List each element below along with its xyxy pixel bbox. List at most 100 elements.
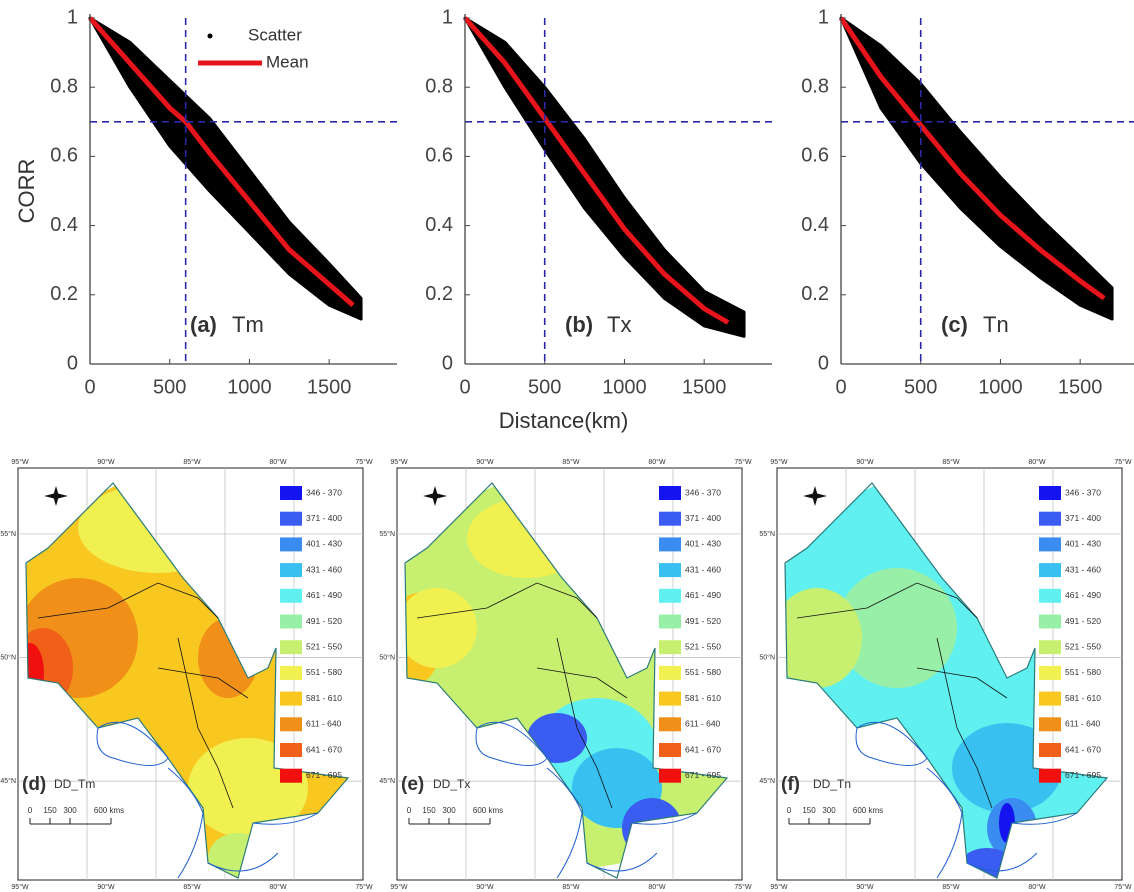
x-tick-label: 1000 <box>227 376 272 398</box>
legend-swatch <box>280 563 302 578</box>
legend-marker <box>207 33 213 39</box>
x-tick-label: 0 <box>459 376 470 398</box>
legend-label: 671 - 695 <box>1065 770 1101 780</box>
great-lakes <box>475 721 698 879</box>
legend-swatch <box>659 486 681 500</box>
panel-label: (f) <box>781 774 800 795</box>
y-tick-label: 0.2 <box>801 283 829 305</box>
scale-label: 600 kms <box>853 806 883 815</box>
legend-label: 431 - 460 <box>1065 564 1101 574</box>
y-tick-label: 0.8 <box>801 75 829 97</box>
lat-label: 50°N <box>759 653 775 661</box>
y-tick-label: 0.6 <box>425 145 453 167</box>
scale-label: 150 <box>422 806 436 815</box>
legend-label: 641 - 670 <box>306 744 342 754</box>
lon-label: 95°W <box>390 458 408 466</box>
legend-swatch <box>1039 563 1061 578</box>
legend-swatch <box>280 691 302 706</box>
map-region <box>405 588 477 668</box>
legend-swatch <box>659 743 681 757</box>
panel-name: DD_Tn <box>813 777 851 791</box>
province-outline <box>25 482 350 879</box>
lat-label: 45°N <box>379 777 395 785</box>
panel-name: DD_Tm <box>54 777 95 791</box>
lon-label: 95°W <box>770 458 788 466</box>
legend-label: 461 - 490 <box>685 590 721 600</box>
lat-label: 55°N <box>0 530 16 538</box>
great-lakes <box>855 721 1078 879</box>
legend-swatch <box>1039 588 1061 603</box>
legend-label: 551 - 580 <box>685 667 721 677</box>
panel-label: (d) <box>22 774 46 795</box>
legend-swatch <box>1039 665 1061 680</box>
legend-swatch <box>1039 486 1061 500</box>
mean-line <box>838 16 1106 301</box>
lon-label: 75°W <box>734 458 752 466</box>
lon-label: 95°W <box>390 883 408 891</box>
y-tick-label: 1 <box>442 6 453 28</box>
scale-label: 300 <box>63 806 77 815</box>
legend-swatch <box>1039 768 1061 783</box>
y-tick-label: 0.6 <box>50 145 78 167</box>
legend-label: 371 - 400 <box>1065 513 1101 523</box>
legend-swatch <box>1039 691 1061 706</box>
lat-label: 55°N <box>379 530 395 538</box>
legend-swatch <box>659 717 681 732</box>
x-tick-label: 1500 <box>307 376 352 398</box>
lon-label: 90°W <box>856 458 874 466</box>
legend-swatch <box>1039 743 1061 757</box>
scale-label: 300 <box>822 806 836 815</box>
legend-swatch <box>280 640 302 655</box>
lon-label: 75°W <box>1114 883 1132 891</box>
map-panel: 346 - 370 371 - 400 401 - 430 431 - 460 461 … <box>379 458 752 891</box>
legend-label: 346 - 370 <box>1065 487 1101 497</box>
legend-label: 401 - 430 <box>306 539 342 549</box>
legend-swatch <box>659 614 681 629</box>
lon-label: 80°W <box>269 883 287 891</box>
y-tick-label: 0.2 <box>50 283 78 305</box>
legend-swatch <box>280 614 302 629</box>
y-tick-label: 1 <box>67 6 78 28</box>
lon-label: 85°W <box>562 883 580 891</box>
scale-label: 0 <box>407 806 412 815</box>
lon-label: 85°W <box>942 458 960 466</box>
scatter-cloud <box>839 16 1114 321</box>
boundaries <box>796 582 1008 809</box>
y-axis-label: CORR <box>14 159 39 224</box>
legend-label: 671 - 695 <box>685 770 721 780</box>
lon-label: 75°W <box>355 883 373 891</box>
mean-line <box>463 16 730 325</box>
legend-swatch <box>280 537 302 552</box>
lat-label: 55°N <box>759 530 775 538</box>
boundaries <box>37 582 249 809</box>
legend-label: 346 - 370 <box>685 487 721 497</box>
legend-swatch <box>659 691 681 706</box>
y-tick-label: 0.4 <box>425 214 453 236</box>
lon-label: 85°W <box>942 883 960 891</box>
y-tick-label: 0.8 <box>425 75 453 97</box>
legend-label: 461 - 490 <box>1065 590 1101 600</box>
lon-label: 90°W <box>476 883 494 891</box>
lon-label: 95°W <box>11 458 29 466</box>
x-tick-label: 0 <box>835 376 846 398</box>
y-tick-label: 0.2 <box>425 283 453 305</box>
panel-label: (c) <box>941 312 968 337</box>
scale-label: 600 kms <box>473 806 503 815</box>
x-tick-label: 500 <box>153 376 186 398</box>
lon-label: 75°W <box>355 458 373 466</box>
y-tick-label: 0 <box>818 352 829 374</box>
panel-title: Tn <box>983 312 1009 337</box>
x-tick-label: 1000 <box>602 376 647 398</box>
lon-label: 90°W <box>476 458 494 466</box>
y-tick-label: 0.4 <box>801 214 829 236</box>
lon-label: 85°W <box>183 458 201 466</box>
lat-label: 45°N <box>0 777 16 785</box>
x-tick-label: 0 <box>84 376 95 398</box>
scale-label: 0 <box>787 806 792 815</box>
legend-swatch <box>659 511 681 526</box>
legend-label: 521 - 550 <box>685 641 721 651</box>
legend-swatch <box>280 486 302 500</box>
compass <box>44 486 68 506</box>
province-outline <box>404 482 729 879</box>
x-tick-label: 500 <box>528 376 561 398</box>
